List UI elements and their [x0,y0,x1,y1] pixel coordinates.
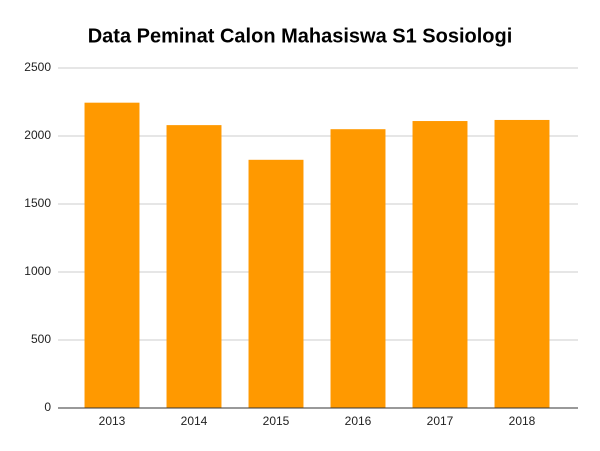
bar [248,159,304,408]
y-tick-label: 1000 [24,264,51,278]
y-tick-label: 500 [31,332,51,346]
bar [412,121,468,408]
x-tick-label: 2018 [509,414,536,428]
bar [494,119,550,409]
x-tick-label: 2015 [263,414,290,428]
bar [84,102,140,409]
y-tick-label: 2000 [24,128,51,142]
bar [166,125,222,409]
x-tick-label: 2013 [99,414,126,428]
bar [330,129,386,408]
y-tick-label: 2500 [24,60,51,74]
chart-title: Data Peminat Calon Mahasiswa S1 Sosiolog… [88,25,513,47]
y-tick-label: 0 [44,400,51,414]
x-tick-label: 2016 [345,414,372,428]
x-tick-label: 2017 [427,414,454,428]
x-tick-label: 2014 [181,414,208,428]
y-tick-label: 1500 [24,196,51,210]
